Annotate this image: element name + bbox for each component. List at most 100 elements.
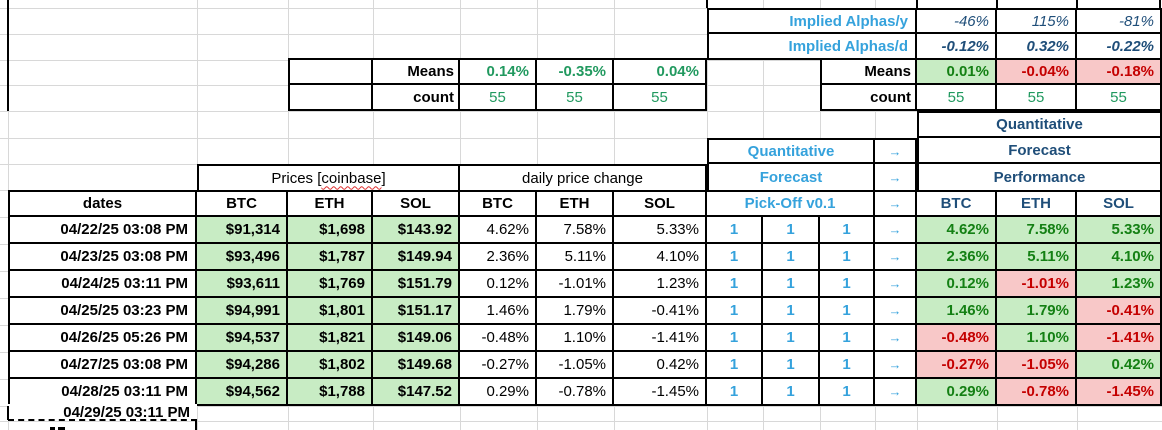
cell-pick-sol[interactable]: 1: [820, 325, 875, 352]
cell-pick-eth[interactable]: 1: [763, 298, 820, 325]
cell-change-btc[interactable]: 4.62%: [460, 217, 537, 244]
cell-right-mean-sol[interactable]: -0.18%: [1077, 58, 1162, 85]
performance-header-line1[interactable]: Quantitative: [917, 111, 1162, 138]
arrow-right-icon[interactable]: →: [875, 164, 917, 190]
cell-implied-y-sol[interactable]: -81%: [1077, 8, 1162, 34]
cell-change-eth[interactable]: 5.11%: [537, 244, 614, 271]
cell-date[interactable]: 04/25/25 03:23 PM: [8, 298, 197, 325]
left-means-label[interactable]: Means: [373, 58, 460, 85]
perf-col-header-btc[interactable]: BTC: [917, 190, 997, 217]
cell-implied-y-eth[interactable]: 115%: [997, 8, 1077, 34]
cell-arrow[interactable]: →: [875, 352, 917, 379]
cell-perf-eth[interactable]: 7.58%: [997, 217, 1077, 244]
cell-perf-sol[interactable]: 0.42%: [1077, 352, 1162, 379]
arrow-right-icon[interactable]: →: [875, 190, 917, 217]
perf-col-header-eth[interactable]: ETH: [997, 190, 1077, 217]
cell-perf-eth[interactable]: 1.79%: [997, 298, 1077, 325]
cell-price-btc[interactable]: $93,496: [197, 244, 288, 271]
cell-pick-sol[interactable]: 1: [820, 217, 875, 244]
cell-change-btc[interactable]: 1.46%: [460, 298, 537, 325]
cell-pick-sol[interactable]: 1: [820, 298, 875, 325]
change-col-header-btc[interactable]: BTC: [460, 190, 537, 217]
cell-implied-d-sol[interactable]: -0.22%: [1077, 34, 1162, 60]
cell-perf-sol[interactable]: -0.41%: [1077, 298, 1162, 325]
cell-perf-btc[interactable]: 2.36%: [917, 244, 997, 271]
cell-arrow[interactable]: →: [875, 244, 917, 271]
cell-left-count-eth[interactable]: 55: [537, 85, 614, 111]
cell-pick-btc[interactable]: 1: [707, 379, 763, 406]
cell-left-mean-btc[interactable]: 0.14%: [460, 58, 537, 85]
cell-perf-btc[interactable]: 4.62%: [917, 217, 997, 244]
change-col-header-sol[interactable]: SOL: [614, 190, 707, 217]
cell-change-sol[interactable]: -0.41%: [614, 298, 707, 325]
cell-pick-eth[interactable]: 1: [763, 217, 820, 244]
cell-arrow[interactable]: →: [875, 271, 917, 298]
cell-pick-btc[interactable]: 1: [707, 217, 763, 244]
cell-perf-eth[interactable]: -1.01%: [997, 271, 1077, 298]
cell-perf-sol[interactable]: 1.23%: [1077, 271, 1162, 298]
performance-header-line2[interactable]: Forecast: [917, 138, 1162, 164]
cell-date[interactable]: 04/22/25 03:08 PM: [8, 217, 197, 244]
cell-change-eth[interactable]: -1.05%: [537, 352, 614, 379]
cell-price-btc[interactable]: $94,537: [197, 325, 288, 352]
cell-arrow[interactable]: →: [875, 379, 917, 406]
cell-right-mean-eth[interactable]: -0.04%: [997, 58, 1077, 85]
left-count-label[interactable]: count: [373, 85, 460, 111]
cell-date[interactable]: 04/27/25 03:08 PM: [8, 352, 197, 379]
cell-change-btc[interactable]: -0.48%: [460, 325, 537, 352]
cell-empty[interactable]: [288, 85, 373, 111]
cell-change-eth[interactable]: 7.58%: [537, 217, 614, 244]
cell-arrow[interactable]: →: [875, 298, 917, 325]
cell-change-sol[interactable]: 1.23%: [614, 271, 707, 298]
daily-change-group-header[interactable]: daily price change: [460, 164, 707, 190]
cell-change-btc[interactable]: 0.29%: [460, 379, 537, 406]
right-means-label[interactable]: Means: [820, 58, 917, 85]
cell-change-eth[interactable]: -0.78%: [537, 379, 614, 406]
implied-alphas-y-label[interactable]: Implied Alphas/y: [707, 8, 917, 34]
cell-change-btc[interactable]: -0.27%: [460, 352, 537, 379]
cell-perf-eth[interactable]: -0.78%: [997, 379, 1077, 406]
prices-group-header[interactable]: Prices [coinbase]: [197, 164, 460, 190]
cell-price-eth[interactable]: $1,788: [288, 379, 373, 406]
cell-perf-btc[interactable]: 1.46%: [917, 298, 997, 325]
cell-perf-sol[interactable]: 4.10%: [1077, 244, 1162, 271]
cell-change-eth[interactable]: 1.10%: [537, 325, 614, 352]
cell-pick-sol[interactable]: 1: [820, 244, 875, 271]
cell-pick-btc[interactable]: 1: [707, 352, 763, 379]
cell-change-sol[interactable]: 0.42%: [614, 352, 707, 379]
cell-perf-eth[interactable]: 1.10%: [997, 325, 1077, 352]
cell-right-count-btc[interactable]: 55: [917, 85, 997, 111]
cell-pick-btc[interactable]: 1: [707, 325, 763, 352]
cell-left-mean-sol[interactable]: 0.04%: [614, 58, 707, 85]
cell-price-eth[interactable]: $1,787: [288, 244, 373, 271]
cell-price-eth[interactable]: $1,698: [288, 217, 373, 244]
cell-implied-y-btc[interactable]: -46%: [917, 8, 997, 34]
implied-alphas-d-label[interactable]: Implied Alphas/d: [707, 34, 917, 60]
cell-right-count-sol[interactable]: 55: [1077, 85, 1162, 111]
pick-off-version-header[interactable]: Pick-Off v0.1: [707, 190, 875, 217]
cell-date[interactable]: 04/28/25 03:11 PM: [8, 379, 197, 406]
cell-perf-btc[interactable]: -0.48%: [917, 325, 997, 352]
cell-left-mean-eth[interactable]: -0.35%: [537, 58, 614, 85]
cell-perf-btc[interactable]: 0.12%: [917, 271, 997, 298]
cell-price-btc[interactable]: $91,314: [197, 217, 288, 244]
cell-perf-sol[interactable]: 5.33%: [1077, 217, 1162, 244]
cell-price-sol[interactable]: $151.79: [373, 271, 460, 298]
cell-change-sol[interactable]: -1.45%: [614, 379, 707, 406]
cell-pick-sol[interactable]: 1: [820, 271, 875, 298]
cell-right-mean-btc[interactable]: 0.01%: [917, 58, 997, 85]
model-header-line2[interactable]: Forecast: [707, 164, 875, 190]
cell-price-sol[interactable]: $149.06: [373, 325, 460, 352]
cell-pick-eth[interactable]: 1: [763, 352, 820, 379]
cell-pick-eth[interactable]: 1: [763, 271, 820, 298]
cell-pick-sol[interactable]: 1: [820, 379, 875, 406]
cell-pick-btc[interactable]: 1: [707, 271, 763, 298]
cell-price-eth[interactable]: $1,769: [288, 271, 373, 298]
cell-change-btc[interactable]: 0.12%: [460, 271, 537, 298]
cell-left-count-sol[interactable]: 55: [614, 85, 707, 111]
arrow-right-icon[interactable]: →: [875, 138, 917, 164]
cell-price-btc[interactable]: $94,562: [197, 379, 288, 406]
cell-price-btc[interactable]: $94,991: [197, 298, 288, 325]
cell-perf-btc[interactable]: -0.27%: [917, 352, 997, 379]
cell-price-sol[interactable]: $147.52: [373, 379, 460, 406]
